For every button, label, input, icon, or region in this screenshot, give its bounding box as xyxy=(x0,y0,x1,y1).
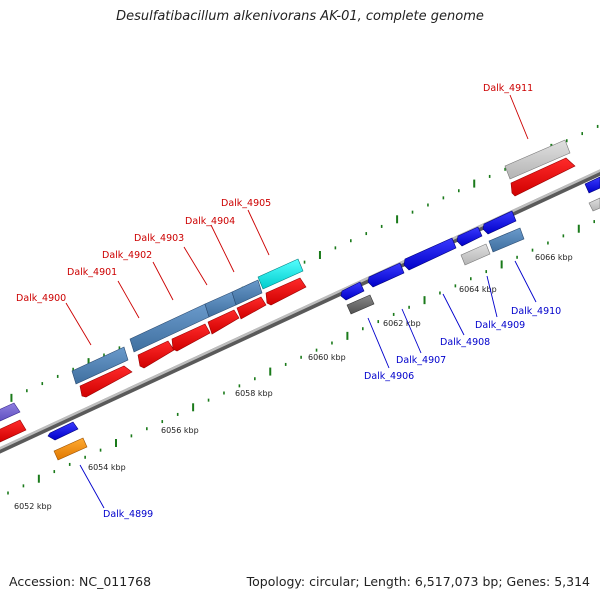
genome-backbone xyxy=(0,169,600,454)
gene-block-partial-right-gray xyxy=(588,197,600,212)
gene-label-dalk-4911[interactable]: Dalk_4911 xyxy=(483,83,533,94)
gene-block-blue-4898 xyxy=(47,421,79,441)
gene-arrow-blue-4909 xyxy=(456,226,483,247)
gene-block-partial-right-blue xyxy=(584,176,600,194)
label-leaders xyxy=(65,94,537,509)
gene-label-dalk-4909[interactable]: Dalk_4909 xyxy=(475,320,525,331)
map-title: Desulfatibacillum alkenivorans AK-01, co… xyxy=(116,9,484,24)
gene-labels: Dalk_4899 Dalk_4900 Dalk_4901 Dalk_4902 … xyxy=(16,83,561,520)
lower-tick-row xyxy=(7,220,596,495)
gene-arrow-red-4901 xyxy=(137,340,175,369)
gene-block-dalk-4904 xyxy=(231,279,263,306)
scale-label: 6056 kbp xyxy=(161,426,199,435)
gene-block-dalk-4911 xyxy=(504,139,571,180)
gene-label-dalk-4907[interactable]: Dalk_4907 xyxy=(396,355,446,366)
genome-summary-text: Topology: circular; Length: 6,517,073 bp… xyxy=(246,574,590,589)
gene-block-dalk-4900 xyxy=(71,346,129,385)
gene-block-partial-left-purple xyxy=(0,402,21,422)
scale-label: 6060 kbp xyxy=(308,353,346,362)
gene-label-dalk-4899[interactable]: Dalk_4899 xyxy=(103,509,153,520)
scale-labels: 6052 kbp 6054 kbp 6056 kbp 6058 kbp 6060 kbp… xyxy=(14,253,573,511)
gene-label-dalk-4910[interactable]: Dalk_4910 xyxy=(511,306,561,317)
gene-block-dalk-4910 xyxy=(488,227,525,253)
accession-text: Accession: NC_011768 xyxy=(9,574,152,589)
gene-label-dalk-4901[interactable]: Dalk_4901 xyxy=(67,267,117,278)
gene-label-dalk-4905[interactable]: Dalk_4905 xyxy=(221,198,271,209)
scale-label: 6054 kbp xyxy=(88,463,126,472)
gene-arrow-red-4911 xyxy=(510,157,576,197)
gene-block-dalk-4899 xyxy=(53,437,88,461)
gene-label-dalk-4906[interactable]: Dalk_4906 xyxy=(364,371,414,382)
gene-label-dalk-4900[interactable]: Dalk_4900 xyxy=(16,293,66,304)
gene-label-dalk-4904[interactable]: Dalk_4904 xyxy=(185,216,235,227)
gene-arrow-red-4900 xyxy=(79,365,133,398)
gene-arrow-red-4904 xyxy=(236,296,267,320)
gene-block-partial-left-red xyxy=(0,419,27,443)
gene-arrow-blue-4906a xyxy=(340,281,365,301)
gene-arrow-red-4902 xyxy=(171,323,211,352)
scale-label: 6052 kbp xyxy=(14,502,52,511)
scale-label: 6062 kbp xyxy=(383,319,421,328)
scale-label: 6064 kbp xyxy=(459,285,497,294)
gene-block-dalk-4906 xyxy=(346,294,375,315)
gene-arrow-red-4905 xyxy=(265,277,307,306)
gene-block-dalk-4905 xyxy=(257,258,304,290)
gene-label-dalk-4902[interactable]: Dalk_4902 xyxy=(102,250,152,261)
scale-label: 6058 kbp xyxy=(235,389,273,398)
gene-arrow-blue-4907 xyxy=(367,262,405,288)
gene-label-dalk-4903[interactable]: Dalk_4903 xyxy=(134,233,184,244)
gene-label-dalk-4908[interactable]: Dalk_4908 xyxy=(440,337,490,348)
scale-label: 6066 kbp xyxy=(535,253,573,262)
gene-arrow-blue-4910 xyxy=(482,210,517,235)
gene-arrow-blue-4908 xyxy=(403,237,457,271)
gene-features xyxy=(0,139,600,461)
gene-arrow-red-4903 xyxy=(207,309,240,335)
gene-block-gray-4909 xyxy=(460,243,491,266)
